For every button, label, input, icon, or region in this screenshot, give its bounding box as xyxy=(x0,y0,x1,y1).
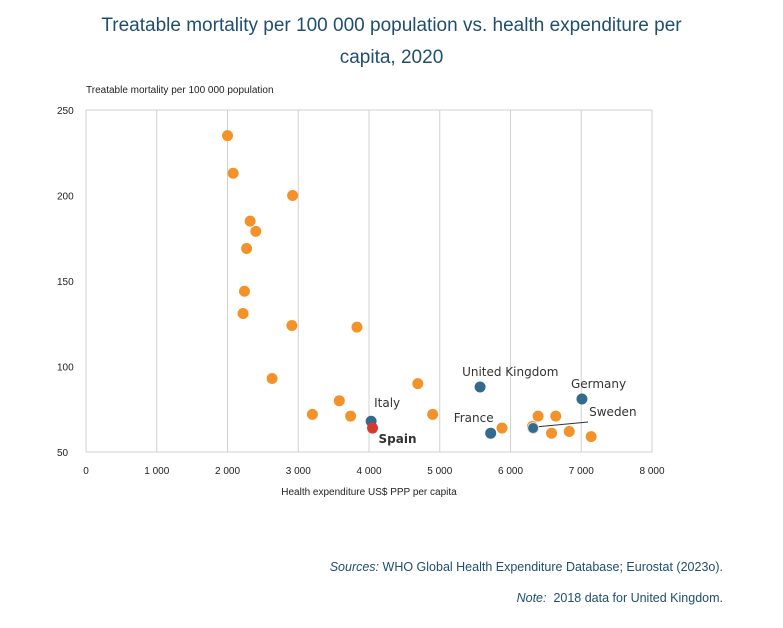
data-point xyxy=(287,190,299,201)
sources-label: Sources: xyxy=(329,560,380,574)
y-tick-label: 250 xyxy=(57,106,74,117)
data-point xyxy=(532,410,544,422)
point-label-germany: Germany xyxy=(571,377,626,391)
data-point xyxy=(227,167,239,179)
x-tick-label: 7 000 xyxy=(569,466,594,477)
data-point xyxy=(427,408,439,420)
data-point-sweden xyxy=(527,422,540,435)
chart-title: Treatable mortality per 100 000 populati… xyxy=(0,10,783,74)
point-label-italy: Italy xyxy=(374,396,400,410)
data-point xyxy=(244,215,256,227)
sweden-leader-line xyxy=(535,421,589,428)
point-label-united-kingdom: United Kingdom xyxy=(462,365,558,379)
data-point-france xyxy=(485,427,497,439)
data-point xyxy=(266,372,278,384)
data-point xyxy=(238,285,250,297)
y-axis-title: Treatable mortality per 100 000 populati… xyxy=(86,85,274,96)
x-tick-label: 4 000 xyxy=(356,466,381,477)
y-tick-label: 50 xyxy=(57,448,69,459)
data-point xyxy=(286,319,298,331)
note-label: Note: xyxy=(516,591,547,605)
note-text: 2018 data for United Kingdom. xyxy=(553,591,723,605)
point-label-spain: Spain xyxy=(379,432,417,446)
data-point xyxy=(496,422,508,434)
x-axis-title: Health expenditure US$ PPP per capita xyxy=(281,487,457,498)
sources-text: WHO Global Health Expenditure Database; … xyxy=(382,560,723,574)
y-tick-label: 200 xyxy=(57,192,74,203)
data-point xyxy=(306,408,318,420)
data-point xyxy=(546,427,558,439)
x-tick-label: 3 000 xyxy=(286,466,311,477)
data-point xyxy=(412,378,424,390)
data-point xyxy=(585,431,597,443)
point-label-sweden: Sweden xyxy=(589,405,636,419)
footnote: Note: 2018 data for United Kingdom. xyxy=(517,591,723,605)
data-point-germany xyxy=(576,393,588,405)
chart-title-line-2: capita, 2020 xyxy=(339,47,444,68)
x-tick-label: 0 xyxy=(83,466,89,477)
data-point xyxy=(563,425,575,437)
data-point xyxy=(550,410,562,422)
data-point xyxy=(333,395,345,407)
data-point-spain xyxy=(367,422,379,434)
data-point xyxy=(250,225,262,237)
point-label-france: France xyxy=(454,411,494,425)
data-point xyxy=(237,307,249,319)
x-tick-label: 5 000 xyxy=(427,466,452,477)
sources-note: Sources: WHO Global Health Expenditure D… xyxy=(330,560,723,574)
data-point xyxy=(345,410,357,422)
data-point xyxy=(241,243,253,255)
chart-title-line-1: Treatable mortality per 100 000 populati… xyxy=(101,15,682,36)
x-tick-label: 1 000 xyxy=(144,466,169,477)
y-tick-label: 100 xyxy=(57,363,74,374)
x-tick-label: 2 000 xyxy=(215,466,240,477)
data-point-united-kingdom xyxy=(474,381,486,393)
x-tick-label: 6 000 xyxy=(498,466,523,477)
y-tick-label: 150 xyxy=(57,277,74,288)
x-tick-label: 8 000 xyxy=(639,466,664,477)
data-point xyxy=(351,321,363,333)
data-point xyxy=(222,130,233,142)
